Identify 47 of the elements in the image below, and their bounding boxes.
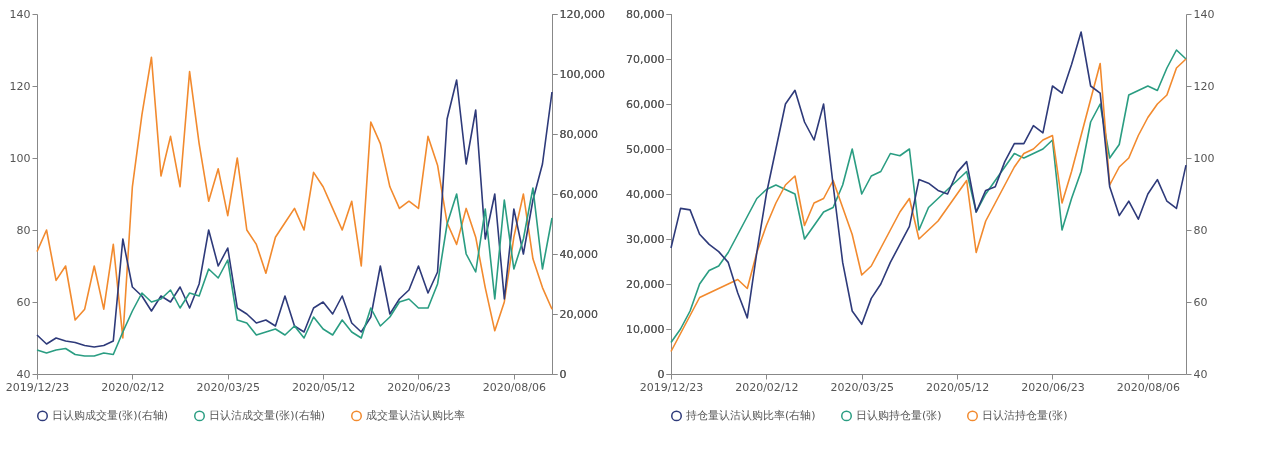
y-tick-label: 80: [16, 223, 31, 237]
x-tick-label: 2020/08/06: [1116, 380, 1181, 394]
y-tick-label: 10,000: [626, 322, 665, 336]
y2-tick-label: 20,000: [559, 307, 598, 321]
legend-label: 成交量认沽认购比率: [366, 408, 465, 422]
y2-tick-label: 100,000: [559, 67, 605, 81]
y-tick-label: 40,000: [626, 187, 665, 201]
legend-label: 日认购持仓量(张): [856, 408, 942, 422]
x-tick-label: 2020/03/25: [830, 380, 894, 394]
legend-label: 日认购成交量(张)(右轴): [52, 408, 169, 422]
y-tick-label: 70,000: [626, 52, 665, 66]
y-tick-label: 80,000: [626, 7, 665, 21]
y-tick-label: 60,000: [626, 97, 665, 111]
x-tick-label: 2019/12/23: [5, 380, 70, 394]
y2-tick-label: 120: [1193, 79, 1215, 93]
y2-tick-label: 120,000: [559, 7, 605, 21]
y2-tick-label: 140: [1193, 7, 1215, 21]
y-tick-label: 20,000: [626, 277, 665, 291]
y2-tick-label: 40: [1193, 367, 1208, 381]
x-tick-label: 2020/06/23: [1021, 380, 1085, 394]
legend-label: 日认沽成交量(张)(右轴): [209, 408, 326, 422]
y2-tick-label: 60: [1193, 295, 1208, 309]
y-tick-label: 120: [9, 79, 31, 93]
legend-label: 持仓量认沽认购比率(右轴): [686, 408, 816, 422]
y2-tick-label: 80,000: [559, 127, 598, 141]
y-tick-label: 30,000: [626, 232, 665, 246]
y2-tick-label: 40,000: [559, 247, 598, 261]
y2-tick-label: 60,000: [559, 187, 598, 201]
y2-tick-label: 100: [1193, 151, 1215, 165]
x-tick-label: 2020/05/12: [925, 380, 990, 394]
y-tick-label: 140: [9, 7, 31, 21]
legend-label: 日认沽持仓量(张): [982, 408, 1068, 422]
x-tick-label: 2020/08/06: [482, 380, 547, 394]
y-tick-label: 60: [16, 295, 31, 309]
y-tick-label: 0: [657, 367, 665, 381]
x-tick-label: 2020/03/25: [196, 380, 260, 394]
y-tick-label: 50,000: [626, 142, 665, 156]
line-series: [36, 187, 553, 357]
x-tick-label: 2020/02/12: [735, 380, 799, 394]
y2-tick-label: 80: [1193, 223, 1208, 237]
x-tick-label: 2019/12/23: [639, 380, 704, 394]
y2-tick-label: 0: [559, 367, 567, 381]
y-tick-label: 40: [16, 367, 31, 381]
x-tick-label: 2020/06/23: [387, 380, 451, 394]
x-tick-label: 2020/05/12: [291, 380, 356, 394]
y-tick-label: 100: [9, 151, 31, 165]
x-tick-label: 2020/02/12: [101, 380, 165, 394]
